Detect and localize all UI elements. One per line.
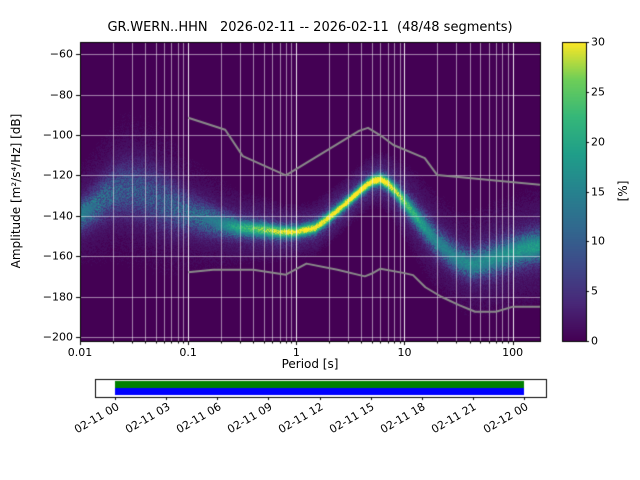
y-tick-label: −160 [42, 249, 73, 263]
x-tick-label: 10 [397, 346, 412, 359]
y-tick-label: −140 [42, 209, 73, 223]
y-tick-label: −120 [42, 168, 73, 182]
y-tick-label: −80 [49, 88, 73, 102]
y-tick-label: −180 [42, 290, 73, 304]
x-tick-label: 0.1 [179, 346, 197, 359]
plot-title: GR.WERN..HHN 2026-02-11 -- 2026-02-11 (4… [107, 20, 513, 35]
colorbar-tick-label: 20 [591, 135, 605, 149]
colorbar-label: [%] [616, 180, 630, 202]
colorbar-tick-label: 25 [591, 85, 605, 99]
x-axis-label: Period [s] [281, 357, 339, 371]
colorbar-tick-label: 30 [591, 35, 605, 49]
x-tick-label: 100 [502, 346, 524, 359]
colorbar-tick-label: 15 [591, 185, 605, 198]
colorbar-tick-label: 5 [591, 284, 598, 298]
y-axis-label: Amplitude [m²/s⁴/Hz] [dB] [9, 113, 23, 269]
y-tick-label: −200 [42, 330, 73, 344]
x-tick-label: 1 [292, 346, 300, 359]
colorbar-tick-label: 10 [591, 234, 605, 248]
x-tick-label: 0.01 [67, 346, 93, 359]
colorbar-tick-label: 0 [591, 334, 598, 348]
y-tick-label: −100 [42, 128, 73, 142]
y-tick-label: −60 [49, 47, 73, 61]
